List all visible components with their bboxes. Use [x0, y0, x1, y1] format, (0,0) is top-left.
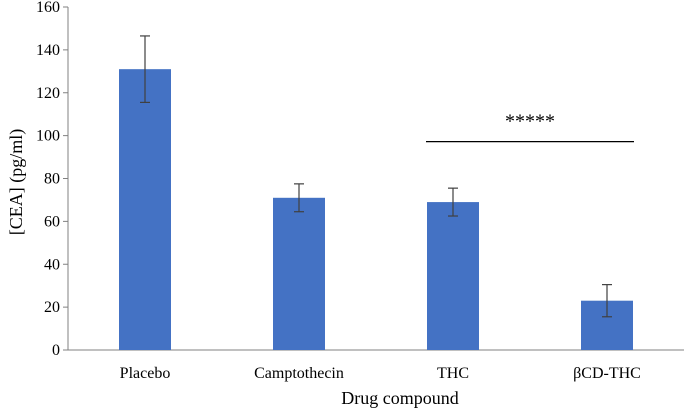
y-tick-label: 160	[36, 0, 60, 16]
y-tick-label: 20	[44, 299, 60, 316]
y-tick-label: 140	[36, 42, 60, 59]
category-label: Placebo	[120, 365, 171, 382]
y-tick-label: 120	[36, 85, 60, 102]
significance-stars: *****	[505, 111, 555, 133]
category-label: Camptothecin	[254, 365, 344, 382]
x-axis-title: Drug compound	[341, 388, 458, 408]
bar	[273, 197, 325, 350]
y-tick-label: 100	[36, 128, 60, 145]
plot-area: 0 20 40 60 80 100 120 140 160 Placebo Camptothecin…	[36, 0, 684, 382]
y-tick-label: 80	[44, 171, 60, 188]
category-label: βCD-THC	[573, 365, 641, 382]
y-tick-label: 0	[52, 342, 60, 359]
category-label: THC	[437, 365, 469, 382]
bar	[119, 69, 171, 350]
y-tick-label: 60	[44, 213, 60, 230]
y-tick-label: 40	[44, 256, 60, 273]
bar	[427, 202, 479, 350]
y-axis-title: [CEA] (pg/ml)	[6, 129, 27, 235]
